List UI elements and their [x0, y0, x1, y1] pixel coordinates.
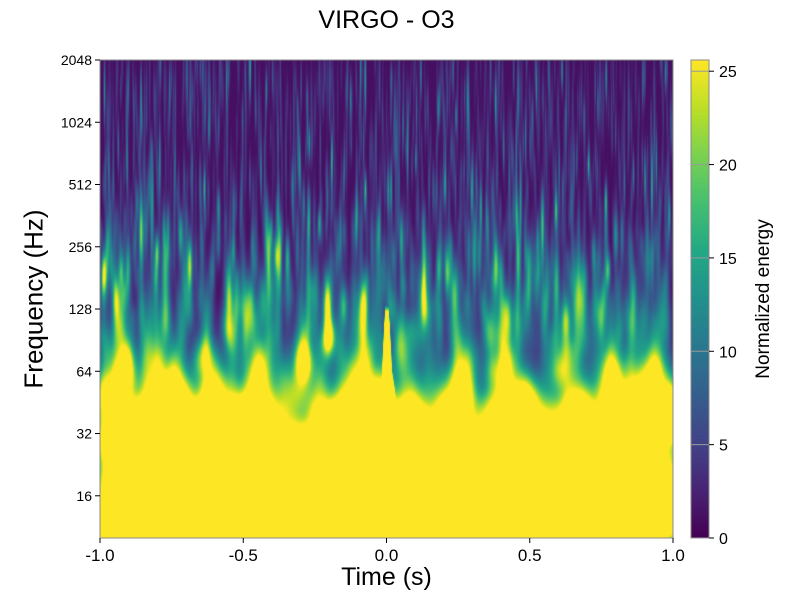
x-tick-label: -0.5 — [229, 546, 258, 565]
y-tick-label: 1024 — [61, 114, 92, 130]
y-tick-label: 2048 — [61, 52, 92, 68]
y-tick-label: 64 — [76, 363, 92, 379]
x-tick-label: 0.5 — [518, 546, 542, 565]
chart-title: VIRGO - O3 — [318, 6, 455, 34]
x-tick-label: -1.0 — [85, 546, 114, 565]
x-tick-label: 0.0 — [375, 546, 399, 565]
colorbar-tick-label: 5 — [719, 438, 728, 455]
colorbar-tick-label: 10 — [719, 344, 737, 361]
colorbar — [691, 60, 709, 538]
colorbar-tick-label: 15 — [719, 251, 737, 268]
y-tick-label: 512 — [69, 177, 93, 193]
spectrogram-heatmap — [100, 60, 673, 538]
colorbar-frame — [690, 59, 710, 539]
colorbar-tick-label: 25 — [719, 64, 737, 81]
y-tick-label: 16 — [76, 488, 92, 504]
y-tick-label: 256 — [69, 239, 93, 255]
colorbar-tick-label: 20 — [719, 158, 737, 175]
colorbar-label: Normalized energy — [753, 219, 774, 379]
y-tick-label: 128 — [69, 301, 93, 317]
y-axis-label: Frequency (Hz) — [18, 209, 49, 389]
y-tick-label: 32 — [76, 426, 92, 442]
plot-frame — [99, 59, 674, 539]
x-tick-label: 1.0 — [661, 546, 685, 565]
colorbar-tick-label: 0 — [719, 531, 728, 548]
x-axis-label: Time (s) — [341, 563, 432, 591]
